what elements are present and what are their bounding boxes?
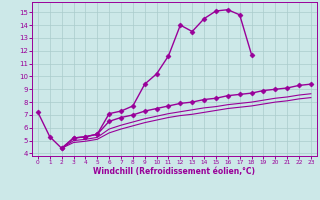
- X-axis label: Windchill (Refroidissement éolien,°C): Windchill (Refroidissement éolien,°C): [93, 167, 255, 176]
